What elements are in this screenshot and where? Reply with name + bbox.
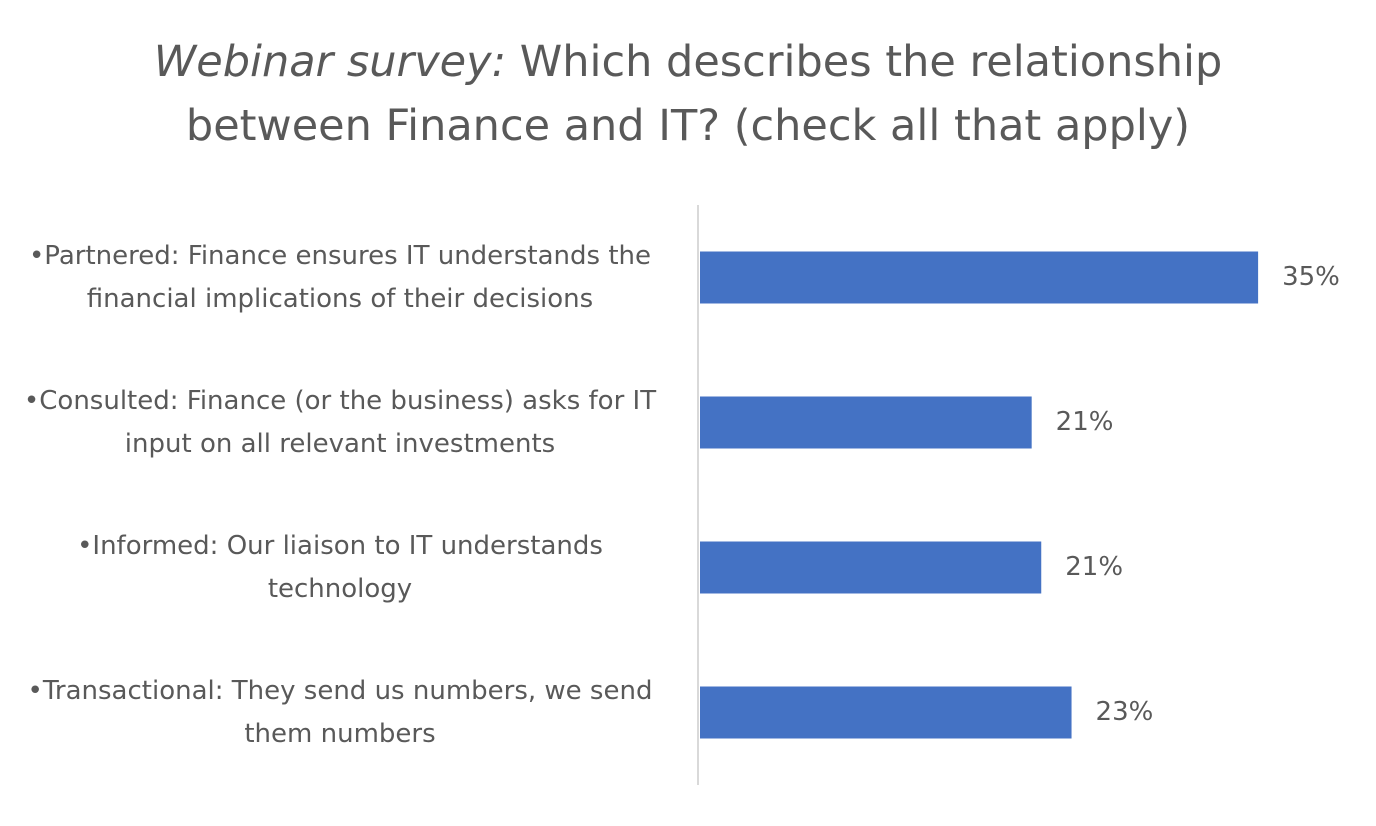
- bar: [700, 396, 1032, 449]
- category-label: •Informed: Our liaison to IT understands…: [77, 530, 603, 604]
- category-label: •Transactional: They send us numbers, we…: [27, 675, 653, 749]
- value-label: 21%: [1056, 407, 1114, 437]
- value-label: 35%: [1282, 262, 1340, 292]
- value-label: 23%: [1096, 697, 1154, 727]
- chart-title: Webinar survey: Which describes the rela…: [88, 30, 1288, 158]
- title-text: Which describes the relationship between…: [185, 37, 1223, 151]
- title-lead: Webinar survey:: [153, 37, 507, 87]
- bar: [700, 686, 1072, 739]
- value-label: 21%: [1065, 552, 1123, 582]
- bar: [700, 541, 1042, 594]
- category-label: •Partnered: Finance ensures IT understan…: [28, 240, 652, 314]
- category-label: •Consulted: Finance (or the business) as…: [23, 385, 657, 459]
- bar: [700, 251, 1259, 304]
